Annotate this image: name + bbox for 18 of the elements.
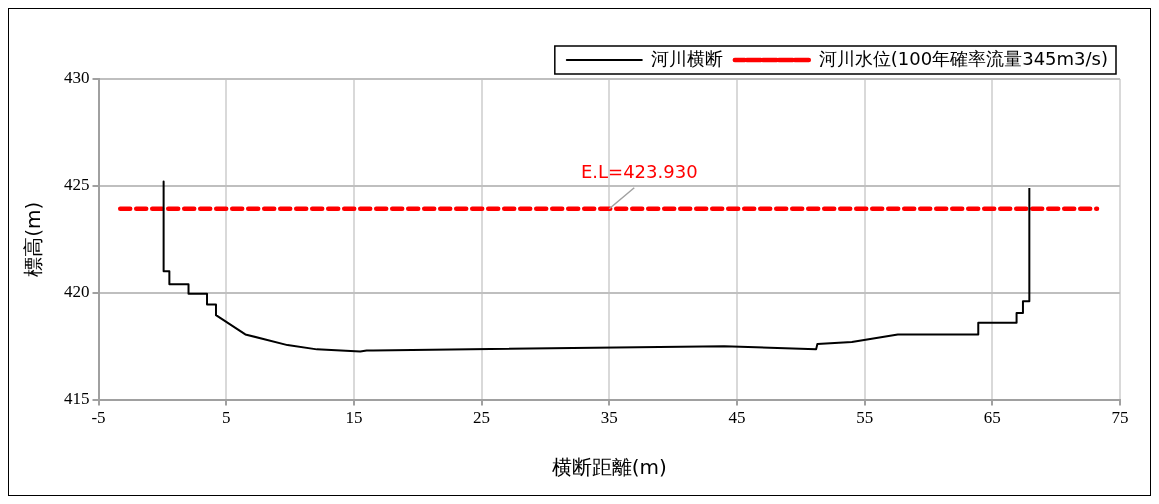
y-tick-label: 415 <box>64 389 90 409</box>
annotation: E.L=423.930 <box>580 161 698 183</box>
x-tick-label: 5 <box>221 408 231 428</box>
y-tick-label: 420 <box>64 282 90 302</box>
x-tick-label: 65 <box>983 408 1001 428</box>
x-tick-label: 75 <box>1111 408 1129 428</box>
x-tick-label: -5 <box>91 408 106 428</box>
x-tick-label: 45 <box>728 408 746 428</box>
y-tick-label: 425 <box>64 175 90 195</box>
x-tick-label: 15 <box>345 408 363 428</box>
y-tick-label: 430 <box>64 68 90 88</box>
legend-label: 河川横断 <box>650 47 723 69</box>
y-axis-title: 標高(m) <box>21 201 46 277</box>
legend-label: 河川水位(100年確率流量345m3/s) <box>818 47 1108 69</box>
x-tick-label: 25 <box>473 408 491 428</box>
x-tick-label: 55 <box>856 408 874 428</box>
x-axis-title: 横断距離(m) <box>551 455 667 480</box>
x-tick-label: 35 <box>600 408 618 428</box>
